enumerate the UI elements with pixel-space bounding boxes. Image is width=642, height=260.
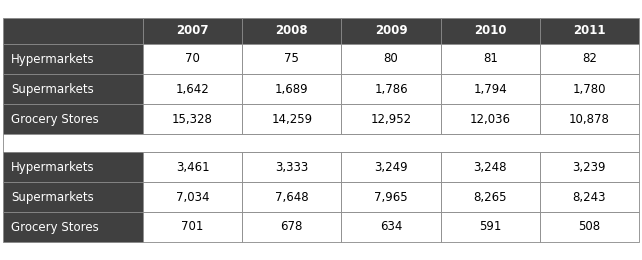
Text: 10,878: 10,878 <box>569 113 610 126</box>
Bar <box>440 104 540 134</box>
Bar <box>540 212 639 242</box>
Text: 8,265: 8,265 <box>473 191 507 204</box>
Bar <box>440 74 540 104</box>
Text: 75: 75 <box>284 53 299 66</box>
Text: 508: 508 <box>578 220 600 233</box>
Bar <box>3 104 143 134</box>
Text: 2008: 2008 <box>275 24 308 37</box>
Bar <box>540 182 639 212</box>
Text: 701: 701 <box>182 220 204 233</box>
Bar <box>143 182 242 212</box>
Text: 3,248: 3,248 <box>473 160 507 173</box>
Bar <box>3 134 639 152</box>
Text: 7,034: 7,034 <box>176 191 209 204</box>
Text: 3,333: 3,333 <box>275 160 308 173</box>
Bar <box>440 18 540 44</box>
Bar <box>143 212 242 242</box>
Bar <box>242 74 342 104</box>
Text: Grocery Stores: Grocery Stores <box>11 113 99 126</box>
Bar <box>342 44 440 74</box>
Text: 678: 678 <box>281 220 303 233</box>
Text: 7,965: 7,965 <box>374 191 408 204</box>
Text: Hypermarkets: Hypermarkets <box>11 160 94 173</box>
Text: 12,036: 12,036 <box>470 113 510 126</box>
Text: 2011: 2011 <box>573 24 605 37</box>
Bar <box>3 182 143 212</box>
Text: 3,461: 3,461 <box>176 160 209 173</box>
Bar <box>242 44 342 74</box>
Text: 2007: 2007 <box>177 24 209 37</box>
Text: 80: 80 <box>384 53 399 66</box>
Bar <box>342 212 440 242</box>
Text: 2010: 2010 <box>474 24 507 37</box>
Bar <box>540 74 639 104</box>
Text: 70: 70 <box>185 53 200 66</box>
Text: 1,689: 1,689 <box>275 82 309 95</box>
Bar <box>143 44 242 74</box>
Bar <box>242 212 342 242</box>
Text: 12,952: 12,952 <box>370 113 412 126</box>
Text: 3,239: 3,239 <box>573 160 606 173</box>
Text: 7,648: 7,648 <box>275 191 309 204</box>
Bar <box>3 44 143 74</box>
Bar <box>3 152 143 182</box>
Bar <box>242 104 342 134</box>
Bar <box>242 18 342 44</box>
Bar <box>440 44 540 74</box>
Bar <box>540 152 639 182</box>
Bar <box>242 182 342 212</box>
Bar <box>440 152 540 182</box>
Bar <box>440 182 540 212</box>
Bar <box>342 152 440 182</box>
Text: Supermarkets: Supermarkets <box>11 82 94 95</box>
Text: 82: 82 <box>582 53 597 66</box>
Bar <box>3 74 143 104</box>
Text: 1,642: 1,642 <box>176 82 209 95</box>
Bar <box>342 182 440 212</box>
Text: 634: 634 <box>380 220 402 233</box>
Text: 1,786: 1,786 <box>374 82 408 95</box>
Bar <box>540 104 639 134</box>
Text: Grocery Stores: Grocery Stores <box>11 220 99 233</box>
Bar <box>143 152 242 182</box>
Bar <box>143 18 242 44</box>
Bar <box>342 18 440 44</box>
Bar <box>3 18 143 44</box>
Text: 2009: 2009 <box>375 24 407 37</box>
Bar <box>242 152 342 182</box>
Text: 81: 81 <box>483 53 498 66</box>
Bar <box>3 212 143 242</box>
Text: 3,249: 3,249 <box>374 160 408 173</box>
Text: Supermarkets: Supermarkets <box>11 191 94 204</box>
Bar <box>440 212 540 242</box>
Text: 591: 591 <box>479 220 501 233</box>
Text: Hypermarkets: Hypermarkets <box>11 53 94 66</box>
Bar <box>540 18 639 44</box>
Text: 1,780: 1,780 <box>573 82 606 95</box>
Text: 1,794: 1,794 <box>473 82 507 95</box>
Bar <box>342 74 440 104</box>
Text: 14,259: 14,259 <box>271 113 313 126</box>
Bar <box>540 44 639 74</box>
Text: 8,243: 8,243 <box>573 191 606 204</box>
Bar <box>342 104 440 134</box>
Bar <box>143 74 242 104</box>
Bar <box>143 104 242 134</box>
Text: 15,328: 15,328 <box>172 113 213 126</box>
